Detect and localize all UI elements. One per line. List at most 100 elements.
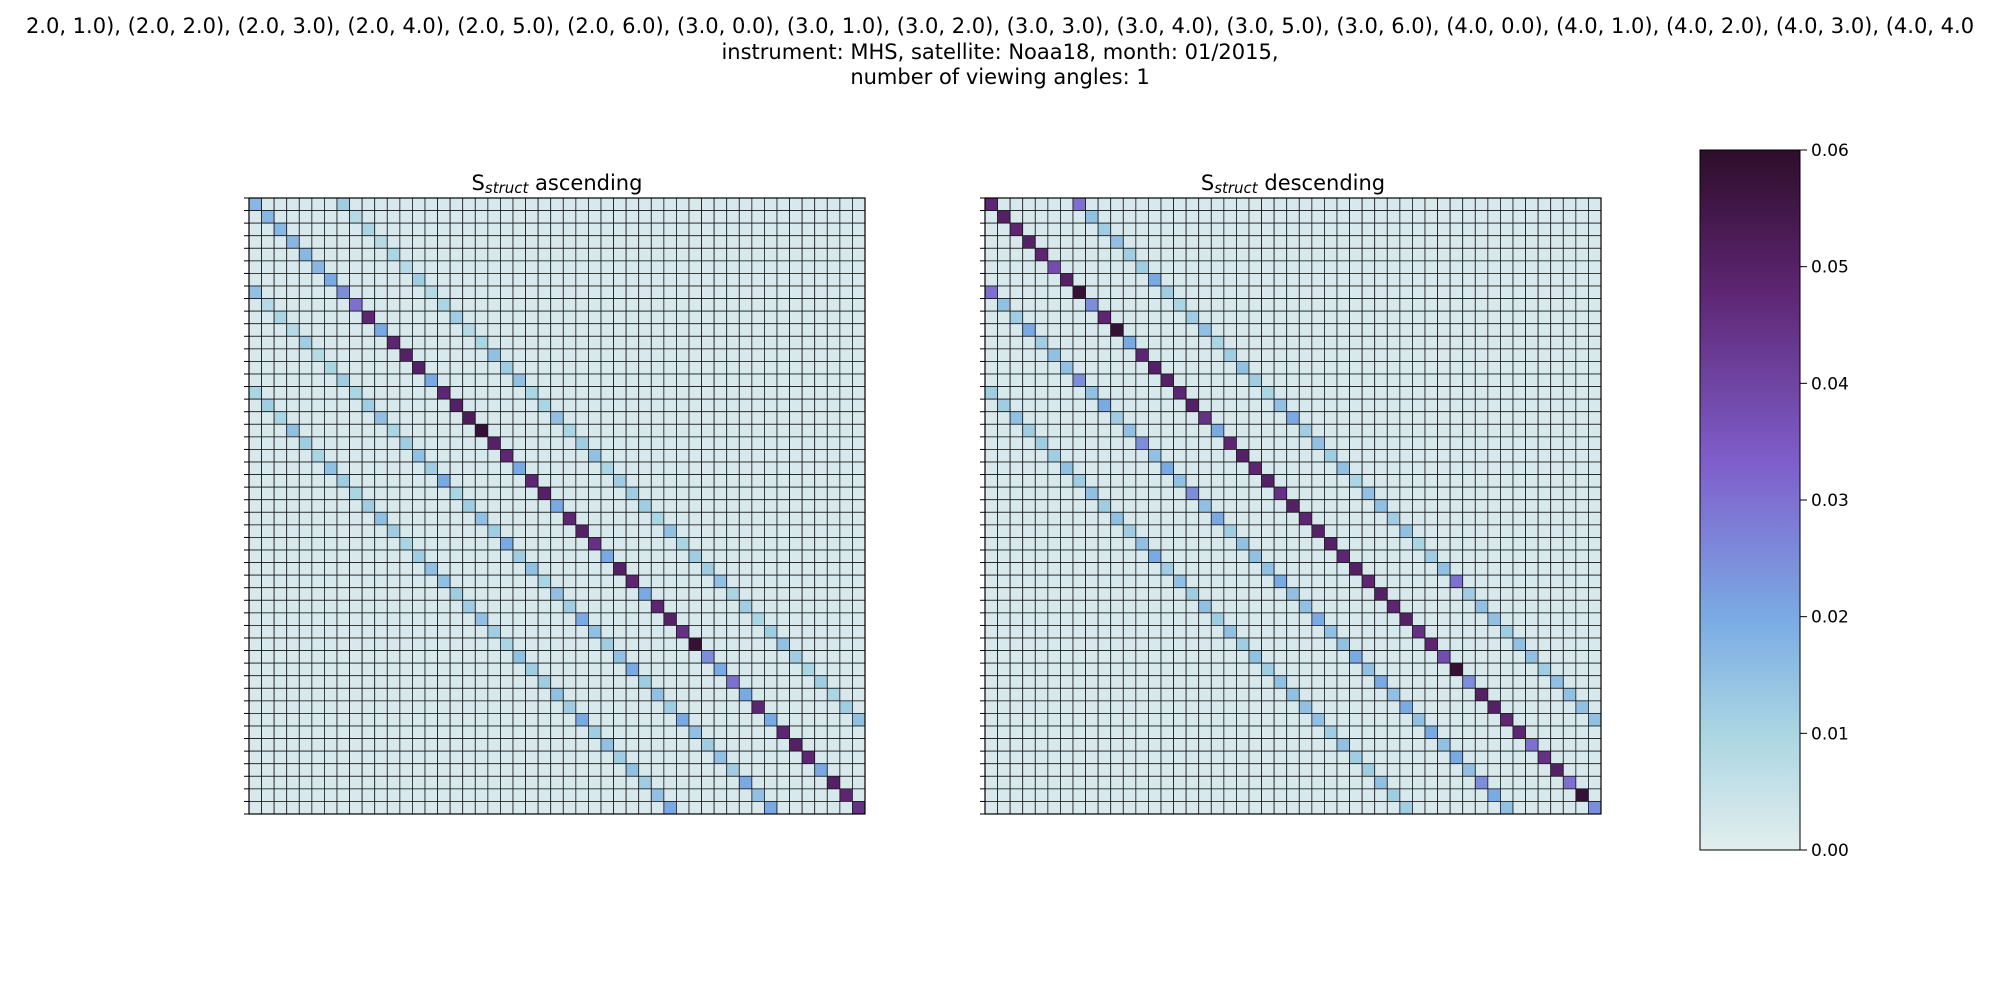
heatmap-cell-descending [1261,449,1275,463]
heatmap-cell-ascending [361,423,376,438]
heatmap-cell-ascending [726,423,740,438]
heatmap-cell-descending [1122,486,1137,501]
heatmap-cell-descending [1009,285,1024,299]
heatmap-cell-ascending [550,386,564,400]
heatmap-cell-ascending [261,499,275,513]
heatmap-cell-ascending [449,499,464,513]
heatmap-cell-descending [1210,398,1225,413]
heatmap-cell-ascending [386,373,401,387]
heatmap-cell-descending [1386,285,1401,299]
heatmap-cell-descending [1588,537,1602,551]
heatmap-cell-ascending [512,650,526,664]
heatmap-cell-ascending [638,662,652,677]
heatmap-cell-ascending [663,260,677,274]
heatmap-cell-ascending [575,348,589,362]
heatmap-cell-ascending [600,260,614,274]
heatmap-cell-descending [1311,788,1325,802]
heatmap-cell-ascending [349,436,363,450]
heatmap-cell-ascending [625,247,640,262]
heatmap-cell-descending [984,801,998,815]
heatmap-cell-ascending [588,285,602,299]
heatmap-cell-descending [1060,323,1074,337]
heatmap-cell-descending [1122,323,1137,337]
heatmap-cell-descending [1122,235,1137,249]
heatmap-cell-ascending [261,763,275,777]
heatmap-cell-ascending [248,411,262,425]
heatmap-cell-ascending [789,587,803,601]
heatmap-cell-descending [1550,373,1564,387]
heatmap-cell-ascending [638,285,652,299]
heatmap-cell-ascending [814,222,828,237]
heatmap-cell-descending [1537,423,1552,438]
heatmap-cell-ascending [349,574,363,589]
heatmap-cell-ascending [273,537,288,551]
heatmap-cell-descending [1122,738,1137,752]
heatmap-cell-descending [1550,361,1564,375]
heatmap-cell-descending [1399,650,1413,664]
heatmap-cell-ascending [537,436,552,450]
heatmap-cell-descending [1248,298,1262,312]
heatmap-cell-descending [997,713,1011,727]
heatmap-cell-descending [1148,361,1162,375]
heatmap-cell-descending [1525,486,1539,501]
heatmap-cell-descending [1210,612,1225,626]
heatmap-cell-descending [997,247,1011,262]
heatmap-cell-descending [1261,310,1275,325]
heatmap-cell-descending [1047,298,1061,312]
heatmap-cell-ascending [826,801,841,815]
heatmap-cell-ascending [500,612,514,626]
heatmap-cell-ascending [386,423,401,438]
heatmap-cell-descending [1374,801,1388,815]
heatmap-cell-ascending [424,411,438,425]
heatmap-cell-descending [1575,738,1589,752]
heatmap-cell-ascending [726,700,740,714]
heatmap-cell-descending [1324,599,1338,614]
heatmap-cell-descending [1034,499,1049,513]
heatmap-cell-ascending [650,587,665,601]
heatmap-cell-ascending [852,574,866,589]
heatmap-cell-ascending [500,725,514,739]
heatmap-cell-descending [1562,524,1577,538]
heatmap-cell-ascending [801,247,816,262]
heatmap-cell-ascending [298,612,313,626]
heatmap-cell-descending [1135,725,1149,739]
heatmap-cell-descending [1160,436,1174,450]
heatmap-cell-ascending [537,650,552,664]
heatmap-cell-ascending [801,285,816,299]
heatmap-cell-descending [1236,197,1250,211]
heatmap-cell-ascending [789,788,803,802]
heatmap-cell-descending [1386,361,1401,375]
heatmap-cell-ascending [324,763,338,777]
heatmap-cell-ascending [550,612,564,626]
heatmap-cell-ascending [424,373,438,387]
heatmap-cell-ascending [286,662,300,677]
heatmap-cell-ascending [500,235,514,249]
heatmap-cell-ascending [374,662,388,677]
heatmap-cell-descending [1500,725,1514,739]
heatmap-cell-ascending [525,574,539,589]
heatmap-cell-ascending [600,574,614,589]
heatmap-cell-ascending [852,713,866,727]
heatmap-cell-descending [1097,599,1112,614]
heatmap-cell-ascending [361,260,376,274]
heatmap-cell-ascending [361,361,376,375]
heatmap-cell-descending [1185,763,1200,777]
heatmap-cell-ascending [298,700,313,714]
heatmap-cell-descending [1210,298,1225,312]
heatmap-cell-ascending [789,335,803,350]
heatmap-cell-descending [1525,713,1539,727]
heatmap-cell-descending [1336,637,1350,651]
heatmap-cell-ascending [525,549,539,563]
heatmap-cell-descending [1575,650,1589,664]
heatmap-cell-descending [1210,775,1225,790]
heatmap-cell-descending [1399,524,1413,538]
heatmap-cell-ascending [550,285,564,299]
heatmap-cell-ascending [575,398,589,413]
heatmap-cell-descending [997,574,1011,589]
heatmap-cell-descending [1148,725,1162,739]
heatmap-cell-descending [1135,763,1149,777]
heatmap-cell-descending [1135,386,1149,400]
heatmap-cell-descending [1474,524,1489,538]
heatmap-cell-descending [1412,625,1426,639]
heatmap-cell-ascending [349,461,363,475]
